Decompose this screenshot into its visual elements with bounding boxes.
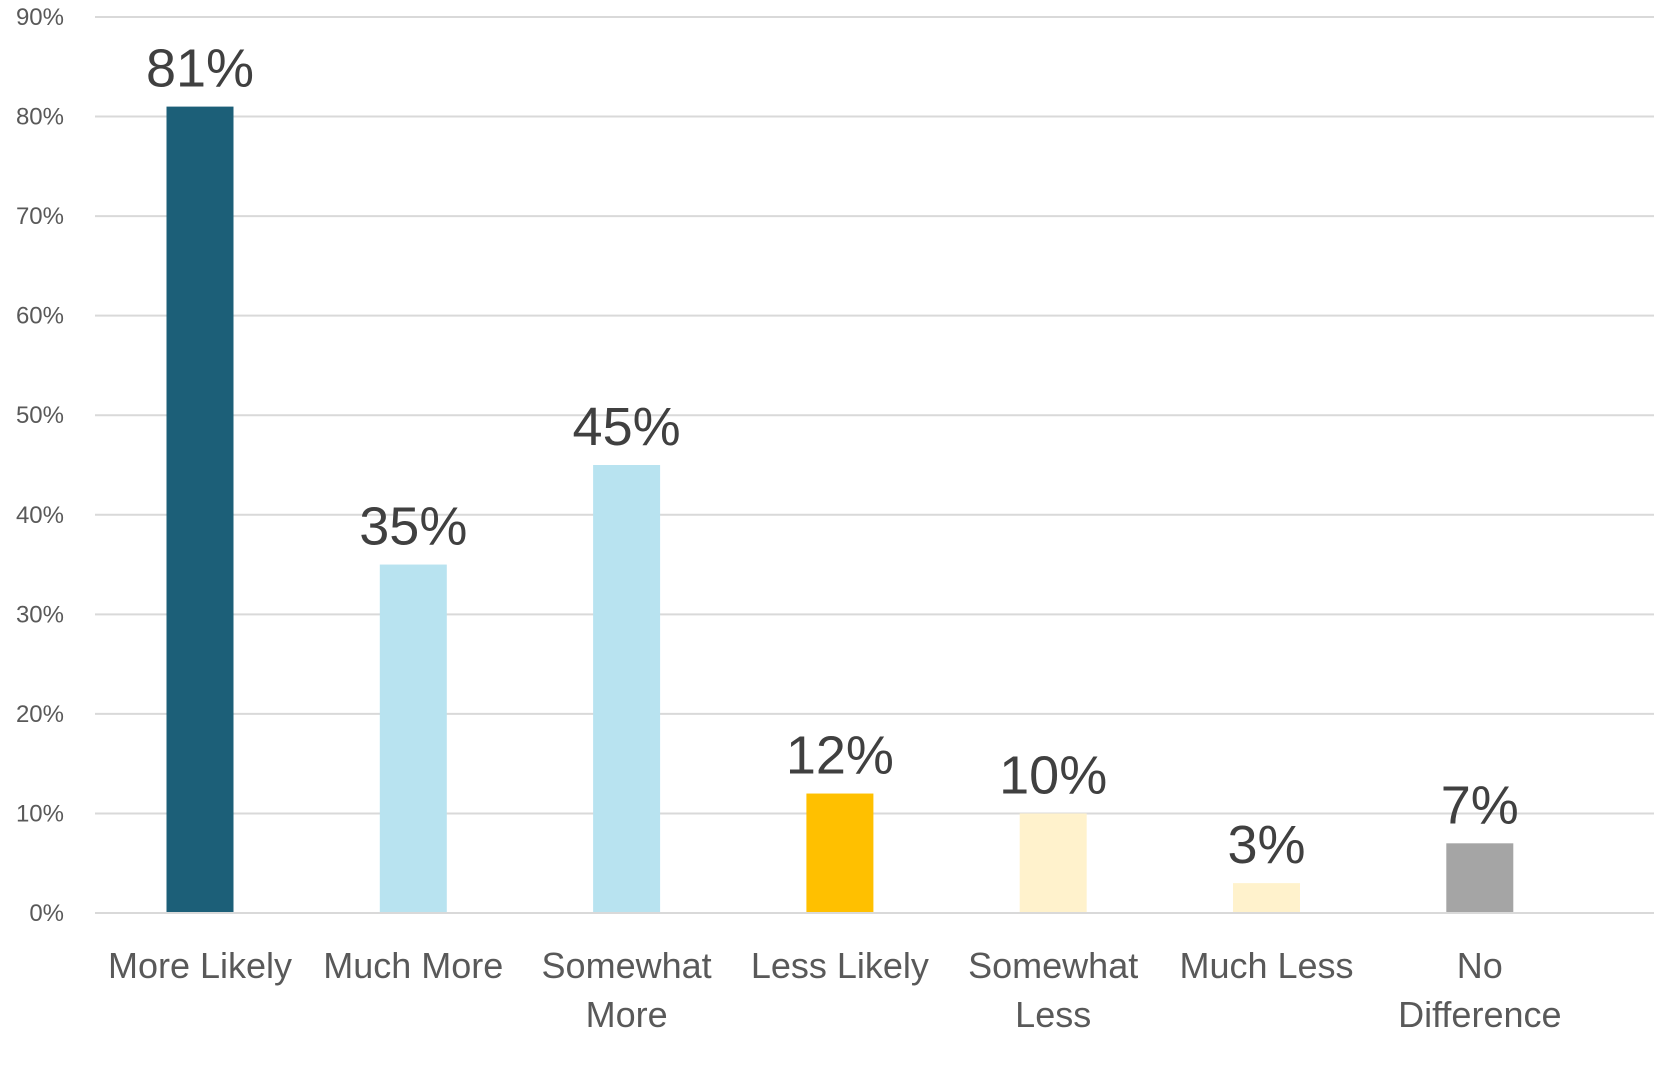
bar (1019, 813, 1087, 913)
data-labels: 81% 35% 45% 12% 10% 3% 7% (146, 39, 1519, 876)
x-axis-tick-labels: More Likely Much More Somewhat More Less Lik… (108, 945, 1562, 1035)
data-label: 35% (359, 497, 467, 557)
bar (593, 465, 661, 913)
bars (166, 106, 1514, 914)
data-label: 7% (1441, 775, 1519, 835)
x-tick-label: Less Likely (751, 945, 929, 986)
data-label: 45% (573, 397, 681, 457)
data-label: 10% (999, 745, 1107, 805)
y-tick-label: 40% (16, 502, 64, 529)
bar (1233, 883, 1300, 913)
y-tick-label: 80% (16, 104, 64, 131)
x-tick-label: Much More (323, 945, 503, 986)
x-tick-label: Somewhat Less (968, 945, 1138, 1035)
bar (379, 564, 447, 913)
y-tick-label: 90% (16, 4, 64, 31)
y-tick-label: 0% (29, 900, 64, 927)
y-tick-label: 60% (16, 303, 64, 330)
y-tick-label: 10% (16, 800, 64, 827)
y-tick-label: 30% (16, 601, 64, 628)
y-tick-label: 70% (16, 203, 64, 230)
x-tick-label: No Difference (1398, 945, 1561, 1035)
x-tick-label: Much Less (1179, 945, 1353, 986)
x-tick-label: Somewhat More (542, 945, 712, 1035)
y-tick-label: 50% (16, 402, 64, 429)
data-label: 12% (786, 726, 894, 786)
data-label: 3% (1227, 815, 1305, 875)
y-tick-label: 20% (16, 701, 64, 728)
bar (166, 106, 234, 914)
y-axis-tick-labels: 0% 10% 20% 30% 40% 50% 60% 70% 80% 90% (16, 4, 64, 927)
x-tick-label: More Likely (108, 945, 292, 986)
gridlines (95, 16, 1654, 815)
data-label: 81% (146, 39, 254, 99)
bar (1446, 843, 1514, 913)
bar (806, 793, 874, 913)
